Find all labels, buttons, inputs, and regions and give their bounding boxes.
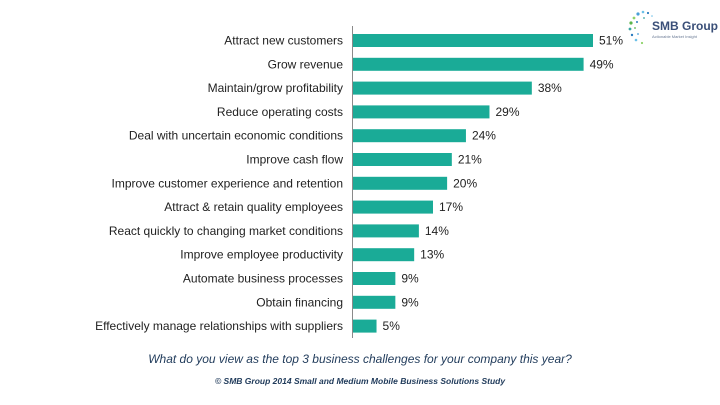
bar <box>353 57 584 71</box>
logo-tagline: Actionable Market Insight <box>652 34 697 39</box>
value-label: 24% <box>472 129 496 143</box>
bar <box>353 105 490 119</box>
bar <box>353 81 532 95</box>
category-label: Improve cash flow <box>246 153 343 167</box>
category-label: Deal with uncertain economic conditions <box>129 129 343 143</box>
bar-chart: Attract new customers Grow revenue Maintai… <box>95 26 624 338</box>
value-label: 9% <box>401 272 419 286</box>
category-label: Reduce operating costs <box>217 105 343 119</box>
bar <box>353 224 419 238</box>
logo-name: SMB Group <box>652 19 718 33</box>
category-label: Improve employee productivity <box>180 248 343 262</box>
bar <box>353 176 448 190</box>
value-label: 51% <box>599 34 623 48</box>
smb-group-logo-icon <box>628 10 653 45</box>
value-label: 21% <box>458 153 482 167</box>
bar <box>353 153 452 166</box>
category-label: Effectively manage relationships with su… <box>95 319 343 333</box>
value-label: 49% <box>590 57 614 71</box>
value-label: 14% <box>425 224 449 238</box>
category-labels: Attract new customers Grow revenue Maintai… <box>95 34 343 334</box>
category-label: Improve customer experience and retentio… <box>112 176 343 190</box>
source-credit: © SMB Group 2014 Small and Medium Mobile… <box>214 376 506 386</box>
bar <box>353 272 396 285</box>
bar <box>353 34 593 47</box>
value-label: 9% <box>401 295 419 309</box>
category-label: Attract & retain quality employees <box>164 200 343 214</box>
bars <box>353 34 593 333</box>
value-label: 5% <box>383 319 401 333</box>
value-label: 13% <box>420 248 444 262</box>
bar <box>353 319 377 333</box>
value-labels: 51%49%38%29%24%21%20%17%14%13%9%9%5% <box>383 34 624 334</box>
category-label: React quickly to changing market conditi… <box>109 224 343 238</box>
category-label: Maintain/grow profitability <box>208 81 343 95</box>
category-label: Automate business processes <box>183 272 343 286</box>
value-label: 29% <box>495 105 519 119</box>
category-label: Obtain financing <box>256 295 343 309</box>
bar <box>353 248 415 262</box>
value-label: 17% <box>439 200 463 214</box>
category-label: Grow revenue <box>268 57 344 71</box>
bar <box>353 295 396 309</box>
value-label: 20% <box>453 176 477 190</box>
survey-question: What do you view as the top 3 business c… <box>148 352 572 366</box>
value-label: 38% <box>538 81 562 95</box>
bar <box>353 129 466 143</box>
bar <box>353 200 433 214</box>
category-label: Attract new customers <box>224 34 343 48</box>
